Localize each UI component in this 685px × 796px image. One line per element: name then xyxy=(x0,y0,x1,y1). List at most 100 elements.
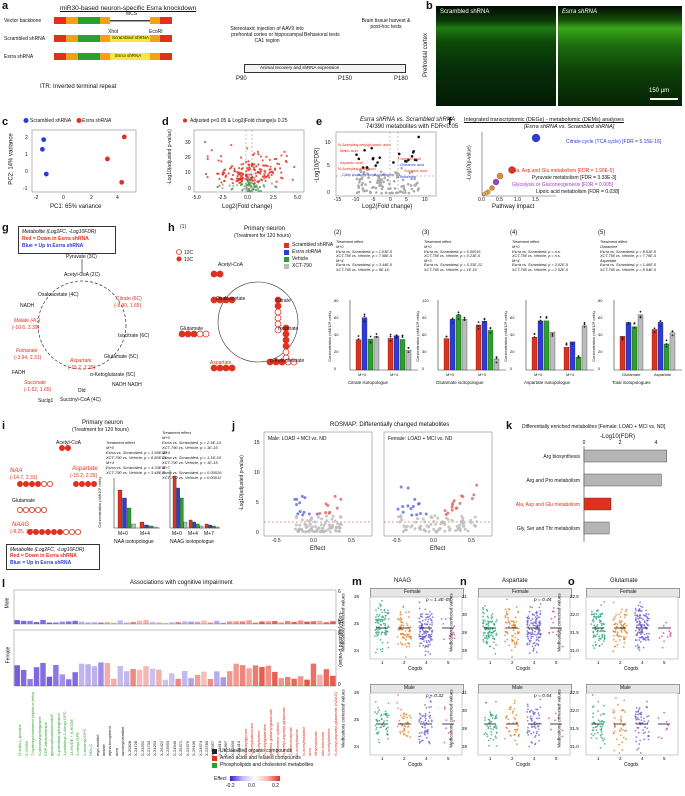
j-female-plot xyxy=(383,431,493,537)
strip-point xyxy=(538,734,540,736)
strip-point xyxy=(620,611,622,614)
strip-xtick: 1 xyxy=(597,756,600,761)
strip-point xyxy=(431,720,433,723)
volcano-e-point xyxy=(363,148,366,152)
strip-xtick: 5 xyxy=(447,756,450,761)
strip-point xyxy=(533,721,536,724)
strip-point xyxy=(494,629,497,632)
h-dot xyxy=(665,339,668,342)
strip-point xyxy=(599,746,602,749)
h-stat-line: Esrra vs. Scrambled, p = 3.44E-5 xyxy=(336,263,393,268)
g-malate-v: (-10.6, 3.39) xyxy=(12,325,40,331)
panel-i-letter: i xyxy=(2,420,6,432)
strip-point xyxy=(635,618,637,621)
strip-point xyxy=(536,717,538,720)
volcano-point xyxy=(252,166,256,169)
i-legend-blue: Blue = Up in Esrra shRNA xyxy=(10,560,72,566)
strip-point xyxy=(508,730,511,733)
strip-point xyxy=(634,645,637,647)
strip-point xyxy=(492,630,495,633)
g-succinate: Succinate xyxy=(24,380,46,386)
h-stat-line: Esrra vs. Scrambled, p = 0.00016 xyxy=(424,249,481,254)
volcano-point xyxy=(251,175,254,179)
j-point xyxy=(409,507,413,511)
strip-point xyxy=(532,731,535,734)
volcano-point xyxy=(235,177,239,180)
i-asp: Aspartate xyxy=(72,466,98,472)
l-x-label: X-24293 xyxy=(152,740,158,756)
strip-ytick: 29 xyxy=(462,630,468,635)
strip-point xyxy=(387,737,390,740)
step-behavior: Behavioral tests xyxy=(304,32,340,38)
h-legend: Scrambled shRNA Esrra shRNA Vehicle XCT-… xyxy=(284,242,354,278)
volcano-e-point xyxy=(405,160,408,163)
asp-atom xyxy=(79,481,86,488)
volcano-e-point xyxy=(358,181,361,184)
i-stat-line: Esrra vs. Scrambled, p = 4.33E-8 xyxy=(106,465,166,470)
strip-point xyxy=(418,617,421,620)
timeline-bar-text: Animal recovery and shRNA expression xyxy=(260,65,340,70)
h-dot xyxy=(671,334,674,337)
strip-point xyxy=(404,656,407,658)
strip-point xyxy=(386,719,388,722)
volcano-e-point xyxy=(380,191,383,195)
strip-point xyxy=(622,623,625,626)
volcano-e-xlabel: Log2(Fold change) xyxy=(362,204,413,210)
h-stat-line: XCT-790 vs. Vehicle, p = 7.58E-5 xyxy=(336,254,392,259)
i-bar xyxy=(117,489,123,529)
strip-point xyxy=(504,627,507,630)
volcano-point xyxy=(245,186,248,189)
strip-point xyxy=(406,721,409,723)
pca-point xyxy=(43,171,49,177)
j-point xyxy=(320,517,324,521)
i-xlabel1: NAA isotopologue xyxy=(114,539,154,545)
strip-point xyxy=(530,635,533,638)
strip-point xyxy=(514,624,517,626)
strip-point xyxy=(399,730,401,733)
l-bar xyxy=(259,621,265,624)
i-stat-line: M+0 xyxy=(106,445,114,450)
strip-point xyxy=(590,623,593,626)
strip-point xyxy=(647,715,650,718)
strip-facet: Male xyxy=(512,685,523,691)
j-point xyxy=(324,502,328,506)
strip-point xyxy=(595,613,598,615)
h-ytick: 40 xyxy=(598,332,603,337)
strip-point xyxy=(486,615,489,618)
g-succinate-v: (-1.62, 1.65) xyxy=(24,387,52,393)
g-legend-red: Red = Down in Esrra shRNA xyxy=(22,236,89,242)
strip-point xyxy=(482,621,485,624)
strip-point xyxy=(425,634,428,637)
h-xlabel: Total isotopologues xyxy=(612,380,651,385)
strip-point xyxy=(537,616,540,619)
strip-point xyxy=(399,616,402,619)
volcano-e-point xyxy=(365,189,368,192)
l-bar xyxy=(284,676,291,686)
j-point xyxy=(396,515,400,519)
strip-point xyxy=(647,617,650,620)
strip-point xyxy=(624,613,626,616)
strip-point xyxy=(620,719,623,722)
strip-point xyxy=(423,724,426,727)
h-dot xyxy=(451,321,454,324)
strip-point xyxy=(495,745,498,748)
volcano-point xyxy=(245,173,248,176)
j-point xyxy=(475,520,479,524)
volcano-point xyxy=(246,188,249,191)
l-effect-tick: 0.2 xyxy=(272,783,279,789)
strip-point xyxy=(527,617,530,620)
strip-point xyxy=(377,615,380,618)
strip-point xyxy=(387,646,390,649)
strip-ytick: 32.0 xyxy=(570,708,579,713)
l-x-label: X-24574 xyxy=(197,740,203,756)
strip-point xyxy=(601,633,604,636)
e-label: Asparagine xyxy=(374,172,395,177)
strip-ytick: 32.0 xyxy=(570,612,579,617)
strip-point xyxy=(640,636,643,638)
l-bar xyxy=(291,621,297,624)
strip-point xyxy=(505,612,508,615)
strip-point xyxy=(613,749,616,752)
naag-atom xyxy=(57,529,64,536)
strip-point xyxy=(636,748,639,751)
strip-ytick: 28 xyxy=(462,648,468,653)
